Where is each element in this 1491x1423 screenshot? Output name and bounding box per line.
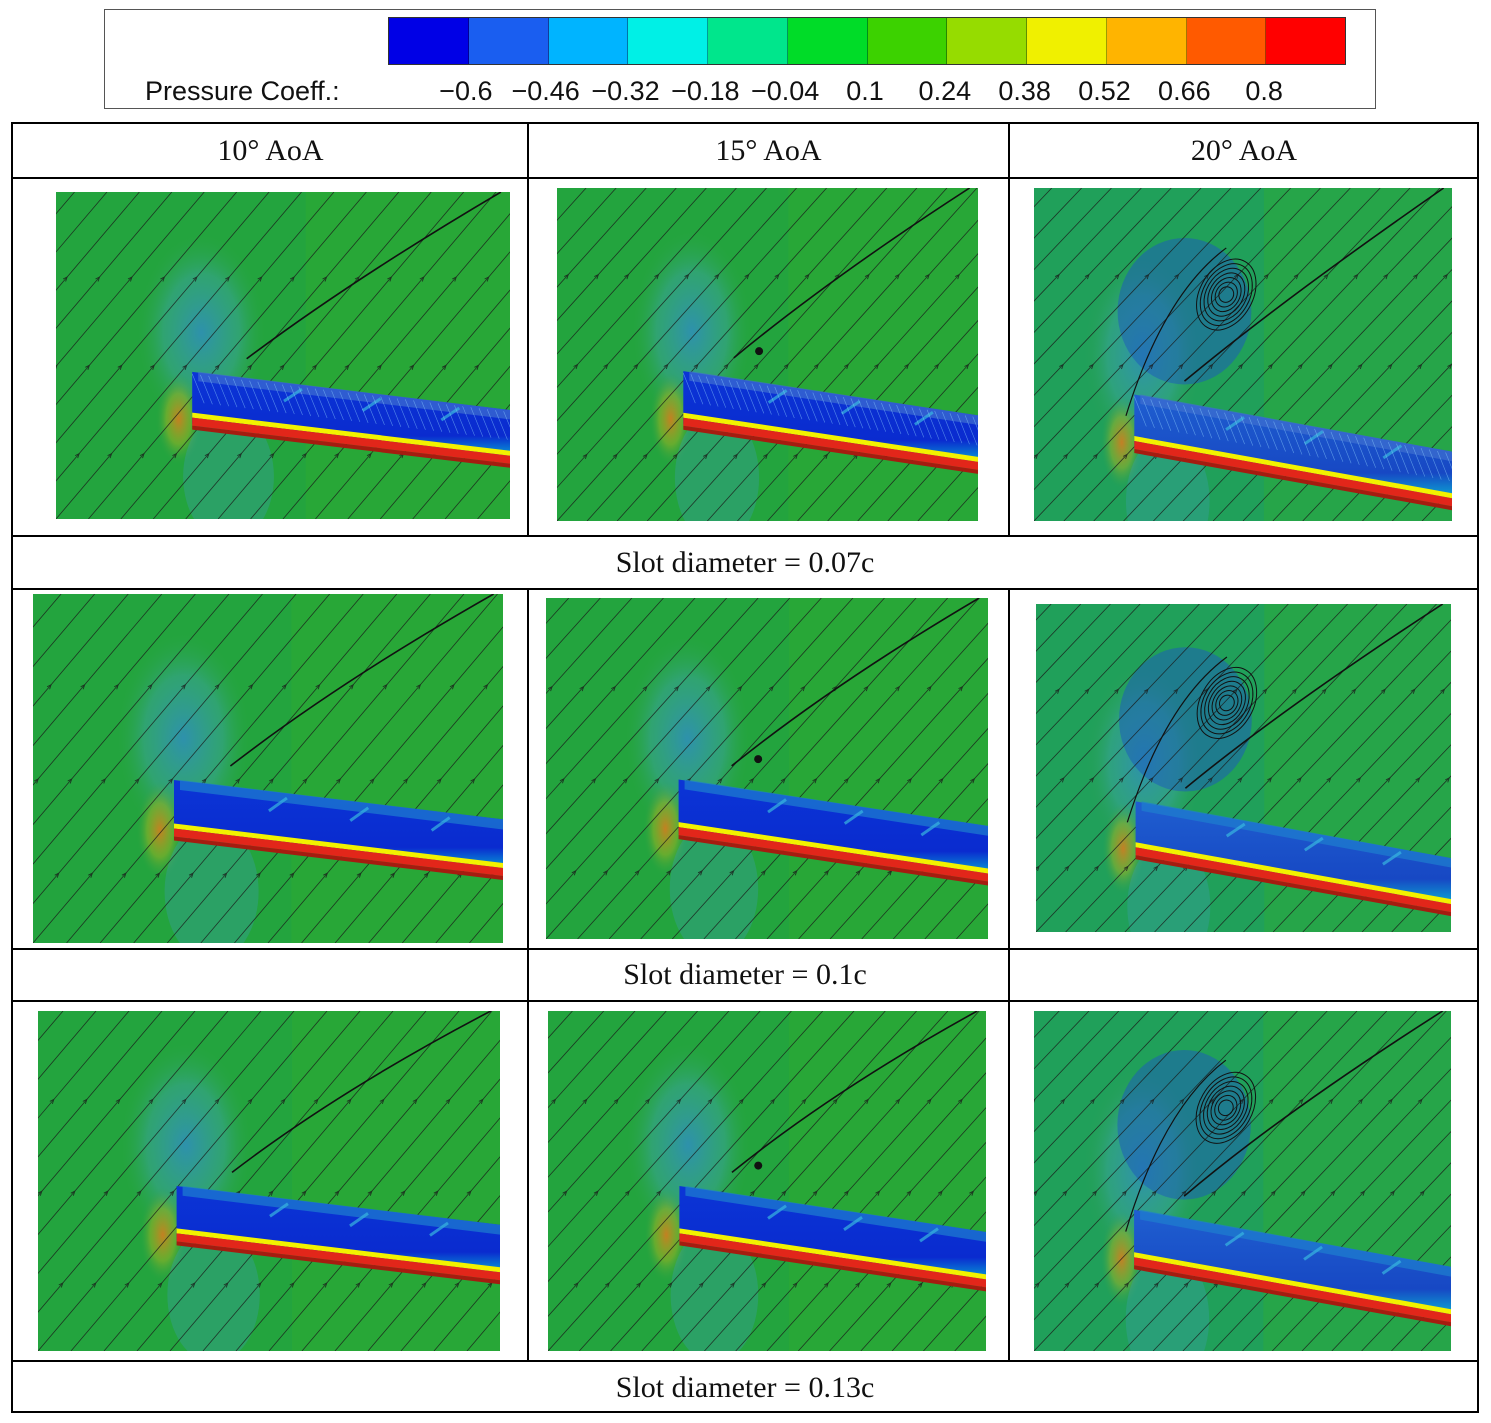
row-3-divider	[13, 1360, 1477, 1362]
legend-tick-label: 0.1	[846, 76, 884, 106]
legend-swatch	[708, 18, 788, 64]
contour-image	[1034, 1011, 1451, 1351]
column-divider	[1008, 1000, 1010, 1362]
column-header-20-aoa: 20° AoA	[1190, 134, 1298, 167]
column-divider	[527, 124, 529, 536]
legend-tick-label: 0.8	[1245, 76, 1283, 106]
column-divider	[1008, 124, 1010, 536]
legend-swatch	[1027, 18, 1107, 64]
contour-plot-slot-0-13c-aoa-15	[548, 1011, 986, 1351]
legend-swatch	[787, 18, 868, 64]
legend-tick-label: −0.6	[439, 76, 493, 106]
legend-swatch	[628, 18, 708, 64]
contour-image	[1036, 604, 1451, 932]
caption-slot-0-13c: Slot diameter = 0.13c	[615, 1370, 875, 1404]
contour-image	[38, 1011, 500, 1351]
legend-tick-label: 0.52	[1078, 76, 1131, 106]
contour-plot-slot-0-07c-aoa-20	[1034, 188, 1452, 521]
contour-figure-grid: 10° AoA 15° AoA 20° AoA Slot diameter = …	[11, 122, 1479, 1413]
contour-plot-slot-0-1c-aoa-20	[1036, 604, 1451, 932]
column-divider	[1008, 588, 1010, 1000]
legend-tick-label: 0.38	[998, 76, 1051, 106]
contour-plot-slot-0-1c-aoa-15	[546, 598, 988, 939]
caption-2-divider	[13, 1000, 1477, 1002]
legend-swatch	[389, 18, 469, 64]
legend-color-bar	[388, 17, 1346, 65]
legend-swatch	[1266, 18, 1345, 64]
contour-plot-slot-0-13c-aoa-20	[1034, 1011, 1451, 1351]
column-header-15-aoa: 15° AoA	[715, 134, 822, 167]
legend-tick-label: −0.32	[591, 76, 660, 106]
contour-plot-slot-0-1c-aoa-10	[33, 594, 503, 943]
contour-image	[546, 598, 988, 939]
legend-tick-label: 0.66	[1158, 76, 1211, 106]
legend-swatch	[1106, 18, 1187, 64]
contour-image	[557, 188, 978, 521]
header-divider	[13, 177, 1477, 179]
legend-tick-label: −0.18	[671, 76, 740, 106]
contour-image	[1034, 188, 1452, 521]
column-divider	[527, 588, 529, 1000]
column-divider	[527, 1000, 529, 1362]
legend-swatch	[867, 18, 948, 64]
column-header-10-aoa: 10° AoA	[217, 134, 324, 167]
contour-plot-slot-0-07c-aoa-10	[56, 192, 510, 519]
caption-slot-0-1c: Slot diameter = 0.1c	[623, 958, 867, 991]
contour-image	[33, 594, 503, 943]
legend-tick-label: 0.24	[918, 76, 972, 106]
legend-swatch	[548, 18, 629, 64]
row-1-divider	[13, 535, 1477, 537]
legend-swatch	[468, 18, 549, 64]
contour-plot-slot-0-13c-aoa-10	[38, 1011, 500, 1351]
legend-tick-label: −0.04	[750, 76, 820, 106]
contour-image	[56, 192, 510, 519]
legend-swatch	[947, 18, 1027, 64]
pressure-coefficient-legend: Pressure Coeff.: −0.6 −0.46 −0.32 −0.18 −0.0…	[104, 9, 1376, 109]
contour-image	[548, 1011, 986, 1351]
legend-tick-label: −0.46	[511, 76, 580, 106]
legend-swatch	[1186, 18, 1267, 64]
row-2-divider	[13, 948, 1477, 950]
caption-slot-0-07c: Slot diameter = 0.07c	[615, 545, 875, 579]
caption-1-divider	[13, 588, 1477, 590]
legend-title: Pressure Coeff.:	[145, 76, 340, 106]
contour-plot-slot-0-07c-aoa-15	[557, 188, 978, 521]
